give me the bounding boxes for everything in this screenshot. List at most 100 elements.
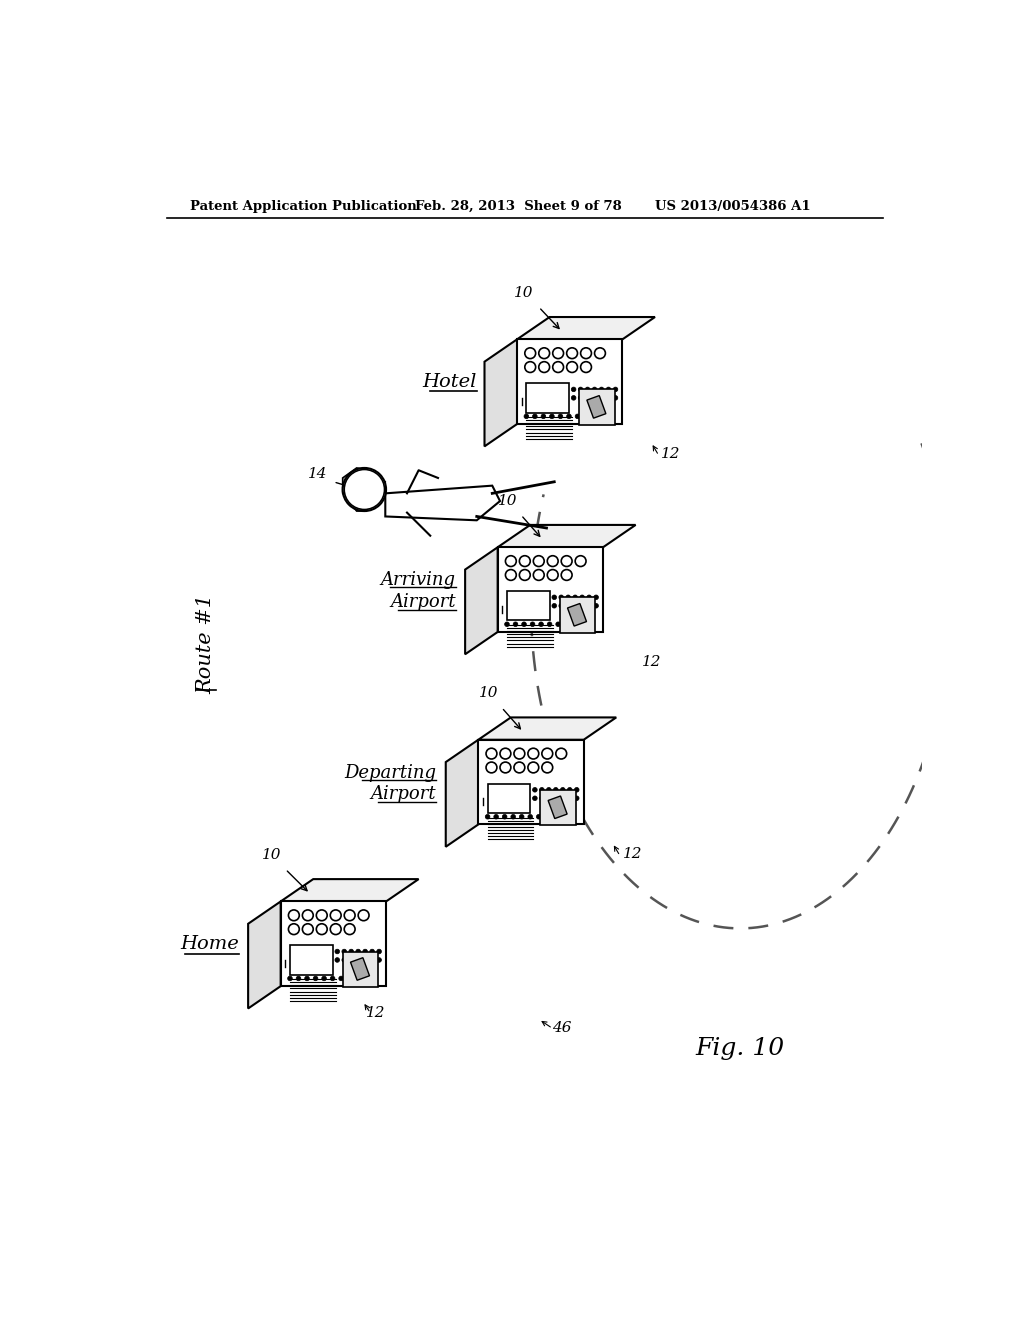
Circle shape	[547, 788, 551, 792]
Polygon shape	[484, 339, 517, 446]
Circle shape	[556, 622, 560, 627]
Circle shape	[344, 924, 355, 935]
Circle shape	[528, 748, 539, 759]
Polygon shape	[498, 525, 636, 548]
Circle shape	[289, 924, 299, 935]
Text: 10: 10	[478, 686, 498, 701]
Polygon shape	[548, 796, 567, 818]
Text: US 2013/0054386 A1: US 2013/0054386 A1	[655, 199, 811, 213]
Circle shape	[305, 977, 309, 981]
Circle shape	[288, 977, 292, 981]
Circle shape	[506, 570, 516, 581]
Circle shape	[592, 396, 597, 400]
Text: Arriving: Arriving	[381, 572, 456, 589]
Circle shape	[579, 387, 583, 392]
Circle shape	[613, 387, 617, 392]
Circle shape	[534, 570, 544, 581]
Circle shape	[575, 414, 580, 418]
Circle shape	[559, 603, 563, 609]
FancyBboxPatch shape	[579, 389, 614, 425]
FancyBboxPatch shape	[281, 902, 386, 986]
Circle shape	[547, 556, 558, 566]
Circle shape	[494, 814, 499, 818]
Circle shape	[335, 949, 340, 954]
Circle shape	[547, 796, 551, 800]
Circle shape	[302, 909, 313, 921]
Circle shape	[587, 603, 592, 609]
FancyBboxPatch shape	[507, 591, 550, 620]
Circle shape	[331, 977, 335, 981]
Polygon shape	[385, 486, 500, 520]
Circle shape	[302, 924, 313, 935]
Polygon shape	[350, 958, 370, 981]
Text: Hotel: Hotel	[422, 372, 477, 391]
Circle shape	[594, 595, 598, 599]
Circle shape	[521, 622, 526, 627]
FancyBboxPatch shape	[541, 789, 575, 825]
Circle shape	[344, 470, 385, 510]
Circle shape	[566, 362, 578, 372]
Circle shape	[566, 595, 570, 599]
Circle shape	[540, 796, 544, 800]
Circle shape	[532, 796, 538, 800]
FancyBboxPatch shape	[498, 548, 603, 632]
Circle shape	[349, 958, 353, 962]
FancyBboxPatch shape	[478, 739, 584, 825]
Circle shape	[586, 396, 590, 400]
Circle shape	[316, 909, 328, 921]
Text: 14: 14	[308, 467, 328, 480]
FancyBboxPatch shape	[343, 952, 378, 987]
Text: Patent Application Publication: Patent Application Publication	[190, 199, 417, 213]
Circle shape	[553, 348, 563, 359]
Circle shape	[331, 924, 341, 935]
Polygon shape	[567, 603, 587, 626]
Circle shape	[540, 788, 544, 792]
Circle shape	[500, 748, 511, 759]
Circle shape	[606, 396, 611, 400]
Circle shape	[547, 570, 558, 581]
Circle shape	[519, 556, 530, 566]
Polygon shape	[478, 718, 616, 739]
Circle shape	[599, 396, 604, 400]
Text: Airport: Airport	[371, 785, 436, 804]
Circle shape	[552, 603, 557, 609]
Circle shape	[606, 387, 611, 392]
Circle shape	[296, 977, 301, 981]
Circle shape	[335, 958, 340, 962]
Circle shape	[362, 958, 368, 962]
Circle shape	[358, 909, 369, 921]
Circle shape	[613, 396, 617, 400]
Circle shape	[574, 788, 579, 792]
FancyBboxPatch shape	[517, 339, 623, 424]
Polygon shape	[465, 548, 498, 655]
Circle shape	[566, 603, 570, 609]
Polygon shape	[517, 317, 655, 339]
Circle shape	[370, 958, 375, 962]
Circle shape	[356, 949, 360, 954]
Text: 12: 12	[642, 655, 662, 669]
Circle shape	[539, 348, 550, 359]
Text: Home: Home	[180, 935, 239, 953]
Circle shape	[542, 748, 553, 759]
Circle shape	[532, 788, 538, 792]
Circle shape	[539, 362, 550, 372]
Circle shape	[554, 796, 558, 800]
Circle shape	[356, 958, 360, 962]
Circle shape	[528, 814, 532, 818]
Circle shape	[567, 796, 572, 800]
Circle shape	[594, 603, 598, 609]
Circle shape	[572, 603, 578, 609]
Circle shape	[566, 348, 578, 359]
Circle shape	[486, 762, 497, 774]
Circle shape	[532, 414, 538, 418]
Polygon shape	[343, 469, 385, 511]
Circle shape	[575, 556, 586, 566]
Text: 10: 10	[513, 286, 534, 300]
Text: Feb. 28, 2013  Sheet 9 of 78: Feb. 28, 2013 Sheet 9 of 78	[415, 199, 622, 213]
Circle shape	[567, 788, 572, 792]
Circle shape	[560, 796, 565, 800]
Text: Route #1: Route #1	[196, 594, 215, 693]
Text: 12: 12	[662, 447, 681, 461]
Circle shape	[513, 622, 518, 627]
Text: 12: 12	[367, 1006, 386, 1020]
